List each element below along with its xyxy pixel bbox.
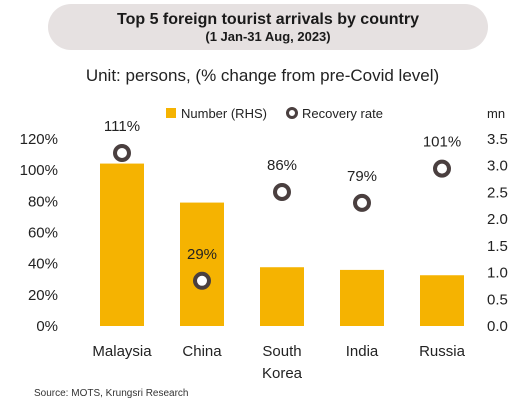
- right-axis-tick-label: 2.5: [487, 184, 508, 201]
- bar: [340, 269, 384, 326]
- recovery-rate-point: [193, 271, 211, 290]
- unit-label: Unit: persons, (% change from pre-Covid …: [85, 66, 440, 85]
- left-axis-tick-label: 40%: [28, 256, 58, 273]
- bar: [260, 267, 304, 326]
- category-label: Russia: [419, 343, 466, 360]
- recovery-rate-label: 111%: [104, 118, 140, 135]
- recovery-rate-point: [273, 182, 291, 201]
- recovery-rate-label: 79%: [347, 168, 377, 185]
- right-axis-tick-label: 3.5: [487, 131, 508, 148]
- recovery-rate-label: 29%: [187, 246, 217, 263]
- recovery-rate-point: [113, 144, 131, 163]
- left-axis-tick-label: 0%: [36, 318, 58, 335]
- right-axis-tick-label: 1.5: [487, 238, 508, 255]
- category-label: South: [262, 343, 301, 360]
- category-label: China: [182, 343, 222, 360]
- category-label: Korea: [262, 365, 303, 382]
- right-axis-tick-label: 0.0: [487, 318, 508, 335]
- bar: [100, 163, 144, 326]
- legend-marker-swatch: [286, 107, 298, 119]
- bar: [420, 275, 464, 326]
- category-label: Malaysia: [92, 343, 152, 360]
- chart-title: Top 5 foreign tourist arrivals by countr…: [117, 10, 419, 28]
- left-axis-tick-label: 100%: [20, 162, 58, 179]
- title-box: Top 5 foreign tourist arrivals by countr…: [48, 4, 488, 50]
- right-axis-tick-label: 0.5: [487, 291, 508, 308]
- left-axis-tick-label: 20%: [28, 287, 58, 304]
- bar: [180, 202, 224, 326]
- left-axis-tick-label: 60%: [28, 225, 58, 242]
- source-note: Source: MOTS, Krungsri Research: [34, 388, 189, 399]
- recovery-rate-point: [353, 193, 371, 212]
- legend-label: Recovery rate: [302, 106, 383, 121]
- left-axis-tick-label: 120%: [20, 131, 58, 148]
- recovery-rate-point: [433, 159, 451, 178]
- chart-subtitle: (1 Jan-31 Aug, 2023): [205, 28, 331, 44]
- right-axis-tick-label: 2.0: [487, 211, 508, 228]
- right-axis-tick-label: 1.0: [487, 265, 508, 282]
- recovery-rate-label: 101%: [423, 134, 461, 151]
- legend-label: Number (RHS): [181, 106, 267, 121]
- category-label: India: [346, 343, 379, 360]
- recovery-rate-label: 86%: [267, 157, 297, 174]
- right-axis-tick-label: 3.0: [487, 158, 508, 175]
- legend-bar-swatch: [166, 108, 176, 118]
- right-axis-unit: mn: [487, 106, 505, 121]
- left-axis-tick-label: 80%: [28, 193, 58, 210]
